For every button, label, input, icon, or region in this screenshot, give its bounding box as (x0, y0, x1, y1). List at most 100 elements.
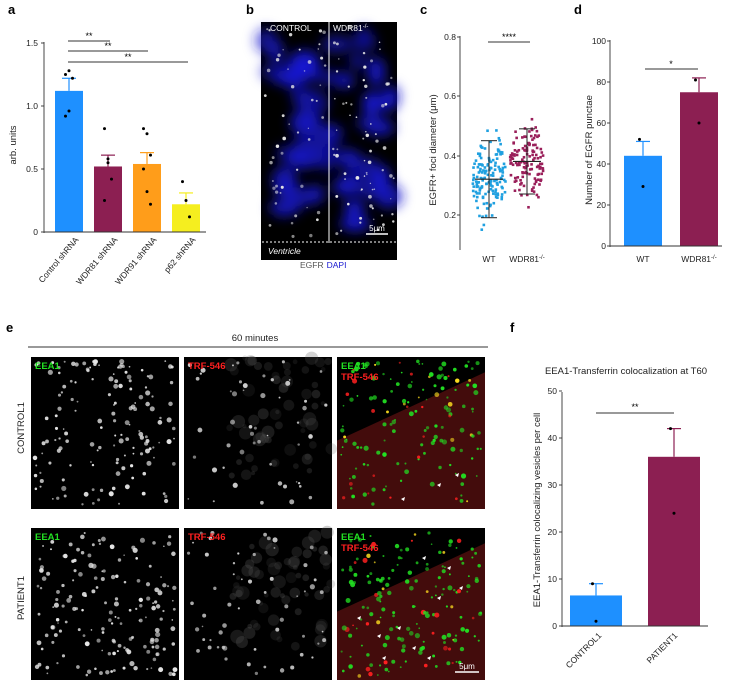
texture (242, 424, 247, 429)
vesicle (460, 473, 467, 479)
data-point (475, 175, 479, 179)
vesicle (60, 391, 64, 394)
egfr-punctum (378, 41, 381, 44)
data-point (499, 150, 503, 154)
data-point (479, 144, 483, 148)
data-point (480, 228, 484, 231)
texture (229, 592, 237, 600)
texture (279, 593, 285, 599)
egfr-punctum (389, 174, 393, 178)
vesicle (144, 616, 147, 619)
vesicle (170, 626, 176, 632)
vesicle (390, 389, 394, 393)
data-point (477, 171, 481, 174)
panel-d-letter: d (574, 2, 582, 17)
data-point (523, 135, 527, 139)
data-point (475, 181, 479, 185)
bar (133, 163, 161, 232)
vesicle (207, 645, 212, 650)
texture (232, 585, 244, 598)
vesicle (366, 553, 371, 559)
vesicle (437, 576, 441, 580)
vesicle (154, 627, 160, 633)
texture (275, 409, 280, 415)
data-point (478, 192, 481, 195)
sig-star: * (669, 59, 673, 69)
data-point (493, 179, 496, 183)
vesicle (91, 589, 96, 594)
data-point (149, 153, 152, 157)
vesicle (232, 573, 235, 576)
vesicle (467, 575, 470, 578)
vesicle (407, 570, 413, 575)
nucleus (332, 178, 363, 195)
vesicle (353, 561, 357, 564)
vesicle (428, 372, 434, 377)
vesicle (124, 370, 128, 374)
texture (284, 444, 296, 456)
vesicle (48, 461, 52, 465)
vesicle (366, 653, 370, 657)
nucleus (322, 125, 342, 138)
vesicle (284, 604, 289, 609)
vesicle (74, 409, 77, 412)
vesicle (458, 660, 462, 665)
texture (229, 366, 239, 376)
data-point (489, 181, 492, 185)
vesicle (279, 617, 284, 622)
vesicle (81, 591, 87, 597)
control-tile-1: EEA1 (31, 357, 179, 509)
data-point (477, 181, 480, 184)
data-point (537, 195, 540, 199)
texture (226, 424, 233, 432)
data-point (482, 169, 485, 172)
vesicle (108, 491, 114, 497)
texture (270, 629, 281, 641)
data-point (518, 188, 521, 192)
data-point (483, 147, 487, 150)
data-point (485, 201, 489, 205)
egfr-punctum (363, 175, 366, 177)
vesicle (122, 666, 126, 670)
texture (236, 459, 243, 466)
data-point (541, 169, 545, 173)
egfr-punctum (316, 218, 319, 222)
egfr-punctum (287, 68, 289, 70)
egfr-punctum (335, 70, 339, 73)
panel-e-letter: e (6, 320, 13, 335)
egfr-punctum (380, 214, 384, 217)
data-point (499, 142, 502, 146)
vesicle (367, 580, 372, 585)
texture (241, 564, 254, 577)
vesicle (279, 668, 285, 673)
vesicle (54, 414, 58, 418)
vesicle (272, 537, 278, 543)
egfr-punctum (363, 65, 367, 69)
vesicle (56, 662, 59, 665)
texture (311, 381, 319, 389)
data-point (522, 184, 526, 188)
nucleus (362, 92, 381, 117)
panel-f-title: EEA1-Transferrin colocalization at T60 (545, 366, 707, 377)
egfr-punctum (374, 133, 377, 136)
data-point (489, 166, 492, 170)
vesicle (434, 612, 440, 618)
vesicle (417, 458, 420, 461)
texture (248, 414, 260, 426)
data-point (523, 161, 527, 165)
vesicle (342, 404, 345, 407)
vesicle (257, 439, 261, 444)
egfr-punctum (381, 104, 385, 108)
egfr-punctum (321, 116, 325, 119)
vesicle (460, 482, 465, 486)
egfr-punctum (335, 153, 339, 158)
data-point (478, 163, 482, 166)
vesicle (371, 487, 376, 492)
vesicle (369, 534, 372, 538)
panel-b-letter: b (246, 2, 254, 17)
egfr-punctum (365, 131, 367, 133)
vesicle (101, 536, 106, 542)
egfr-punctum (288, 32, 293, 37)
panel-f-yticks: 0 10 20 30 40 50 (548, 386, 562, 631)
vesicle (36, 640, 42, 646)
